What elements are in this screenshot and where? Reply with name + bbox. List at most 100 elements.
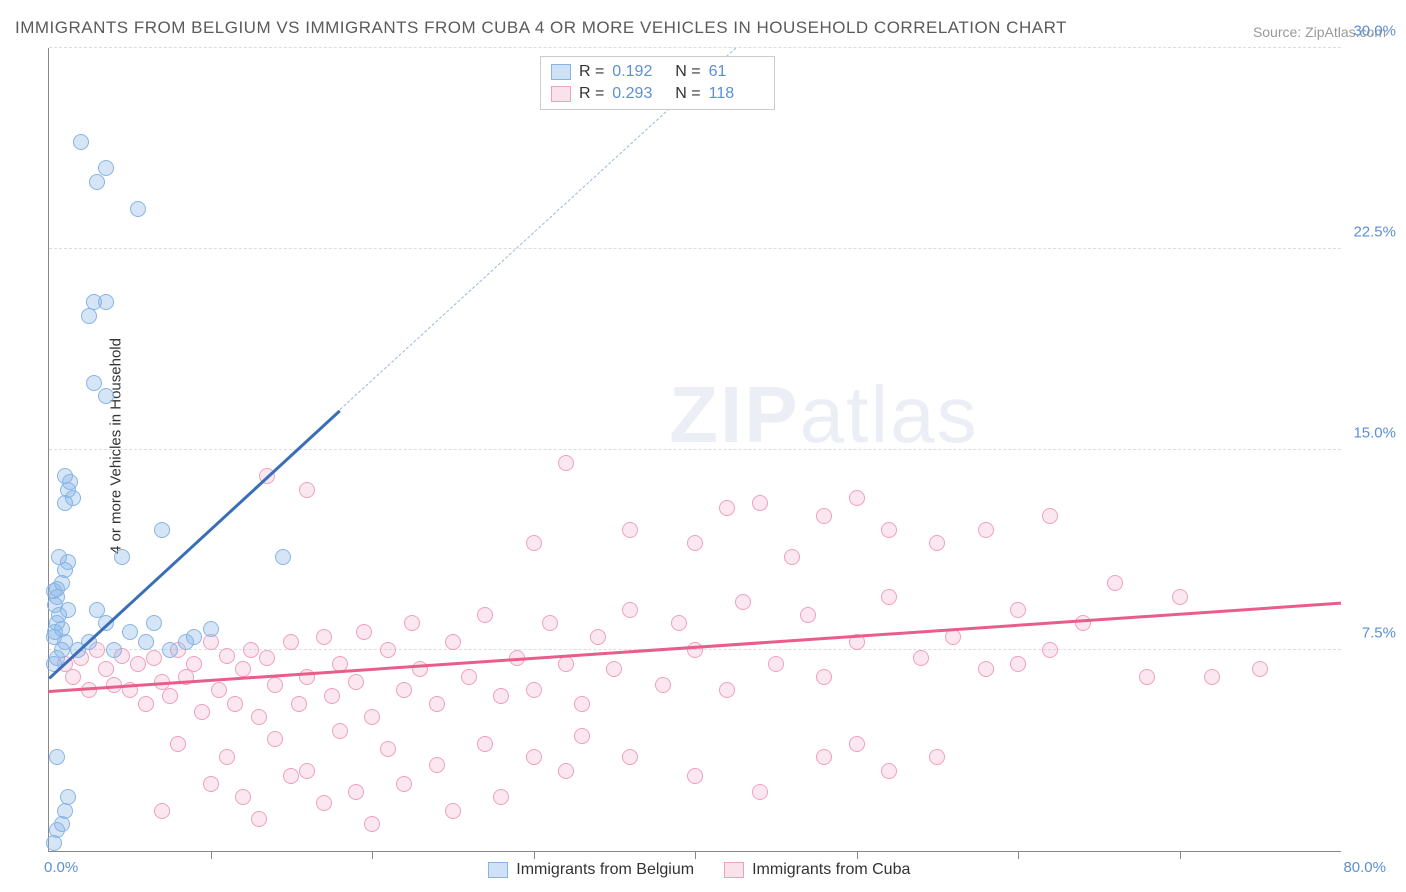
belgium-label: Immigrants from Belgium [516, 861, 694, 879]
cuba-point [929, 535, 945, 551]
belgium-point [186, 629, 202, 645]
cuba-point [348, 784, 364, 800]
cuba-point [324, 688, 340, 704]
belgium-point [51, 549, 67, 565]
belgium-point [114, 549, 130, 565]
x-tick [534, 851, 535, 859]
cuba-point [251, 709, 267, 725]
x-tick [695, 851, 696, 859]
legend-item-belgium: Immigrants from Belgium [488, 861, 694, 879]
gridline [49, 449, 1341, 450]
cuba-point [735, 594, 751, 610]
cuba-point [719, 682, 735, 698]
x-min-label: 0.0% [44, 859, 78, 876]
belgium-point [203, 621, 219, 637]
cuba-point [429, 696, 445, 712]
cuba-point [493, 789, 509, 805]
cuba-point [1252, 661, 1268, 677]
cuba-point [130, 656, 146, 672]
belgium-point [73, 134, 89, 150]
cuba-point [227, 696, 243, 712]
cuba-point [299, 482, 315, 498]
belgium-point [46, 835, 62, 851]
belgium-point [138, 634, 154, 650]
cuba-point [849, 490, 865, 506]
cuba-point [138, 696, 154, 712]
cuba-point [1075, 615, 1091, 631]
cuba-point [211, 682, 227, 698]
cuba-point [768, 656, 784, 672]
cuba-point [1042, 642, 1058, 658]
series-legend: Immigrants from Belgium Immigrants from … [488, 861, 910, 879]
cuba-n-value: 118 [709, 85, 764, 103]
correlation-legend: R = 0.192 N = 61 R = 0.293 N = 118 [540, 56, 775, 110]
belgium-point [62, 474, 78, 490]
x-tick [211, 851, 212, 859]
cuba-point [1010, 602, 1026, 618]
cuba-point [978, 661, 994, 677]
cuba-point [558, 763, 574, 779]
legend-row-belgium: R = 0.192 N = 61 [551, 61, 764, 83]
r-label: R = [579, 85, 604, 103]
cuba-point [396, 776, 412, 792]
cuba-point [622, 749, 638, 765]
x-tick [1180, 851, 1181, 859]
belgium-point [54, 816, 70, 832]
cuba-point [348, 674, 364, 690]
cuba-point [332, 723, 348, 739]
cuba-point [816, 508, 832, 524]
swatch-belgium-icon [551, 64, 571, 80]
cuba-point [800, 607, 816, 623]
cuba-point [461, 669, 477, 685]
belgium-point [49, 749, 65, 765]
cuba-point [259, 650, 275, 666]
cuba-point [396, 682, 412, 698]
cuba-point [219, 648, 235, 664]
cuba-point [526, 682, 542, 698]
cuba-point [1204, 669, 1220, 685]
cuba-point [881, 522, 897, 538]
cuba-point [203, 776, 219, 792]
cuba-point [574, 696, 590, 712]
legend-item-cuba: Immigrants from Cuba [724, 861, 910, 879]
cuba-point [622, 522, 638, 538]
cuba-point [945, 629, 961, 645]
cuba-point [784, 549, 800, 565]
cuba-point [590, 629, 606, 645]
r-label: R = [579, 63, 604, 81]
gridline [49, 47, 1341, 48]
cuba-point [881, 589, 897, 605]
cuba-point [283, 634, 299, 650]
cuba-point [299, 763, 315, 779]
cuba-point [194, 704, 210, 720]
cuba-point [162, 688, 178, 704]
cuba-point [881, 763, 897, 779]
cuba-point [671, 615, 687, 631]
cuba-point [574, 728, 590, 744]
cuba-point [146, 650, 162, 666]
cuba-point [356, 624, 372, 640]
belgium-point [162, 642, 178, 658]
belgium-point [86, 375, 102, 391]
x-tick [372, 851, 373, 859]
cuba-point [655, 677, 671, 693]
cuba-point [477, 607, 493, 623]
y-tick-label: 22.5% [1353, 223, 1396, 240]
belgium-point [146, 615, 162, 631]
watermark: ZIPatlas [669, 369, 978, 461]
cuba-point [558, 656, 574, 672]
belgium-point [154, 522, 170, 538]
cuba-point [606, 661, 622, 677]
swatch-belgium-icon [488, 862, 508, 878]
cuba-point [81, 682, 97, 698]
cuba-point [316, 629, 332, 645]
cuba-point [445, 634, 461, 650]
scatter-chart: R = 0.192 N = 61 R = 0.293 N = 118 ZIPat… [48, 48, 1341, 852]
cuba-point [170, 736, 186, 752]
cuba-point [364, 709, 380, 725]
gridline [49, 248, 1341, 249]
cuba-point [98, 661, 114, 677]
cuba-point [526, 749, 542, 765]
belgium-n-value: 61 [709, 63, 764, 81]
cuba-point [493, 688, 509, 704]
